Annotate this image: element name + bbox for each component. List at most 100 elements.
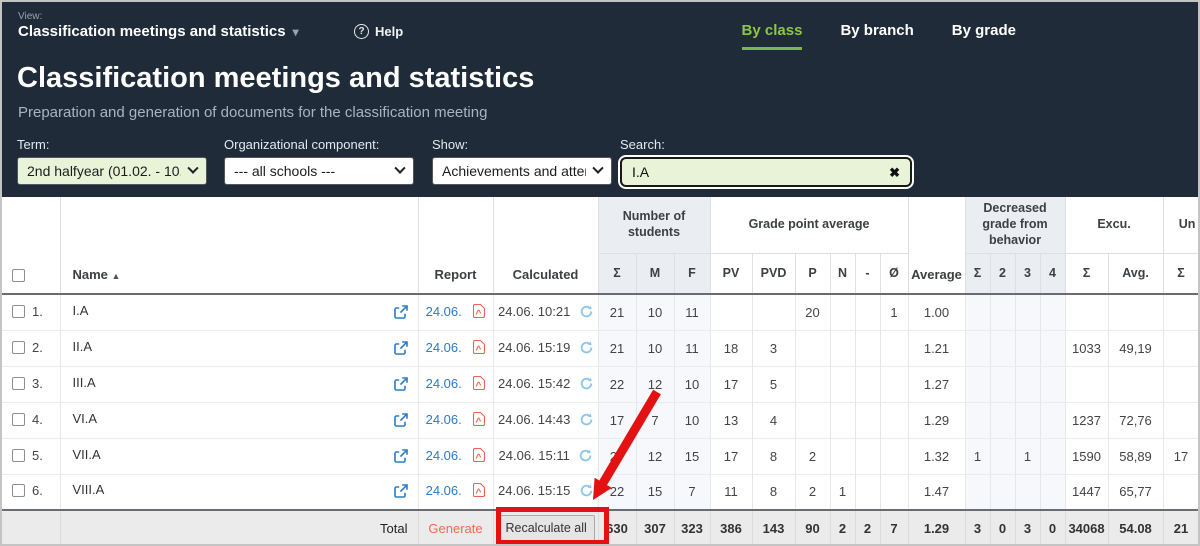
- external-link-icon[interactable]: [393, 376, 408, 394]
- table-row: 3. III.A 24.06. 24.06. 15:42: [2, 366, 1198, 403]
- clear-search-icon[interactable]: ✖: [889, 164, 900, 180]
- col-students-m: M: [636, 253, 675, 295]
- external-link-icon[interactable]: [393, 412, 408, 430]
- cell-gpa-avg-sym: [880, 474, 909, 511]
- cell-excused-sum: [1065, 366, 1109, 403]
- row-checkbox[interactable]: [12, 412, 25, 426]
- cell-decreased-3: [1015, 294, 1041, 331]
- class-name: VII.A: [72, 446, 101, 462]
- cell-gpa-dash: [855, 438, 881, 475]
- search-label: Search:: [620, 137, 665, 152]
- report-date-link[interactable]: 24.06.: [425, 303, 462, 319]
- row-checkbox[interactable]: [12, 484, 25, 498]
- refresh-icon[interactable]: [576, 305, 593, 321]
- col-decreased-2: 2: [990, 253, 1016, 295]
- report-date-link[interactable]: 24.06.: [425, 447, 462, 463]
- col-gpa-avg-sym: Ø: [880, 253, 909, 295]
- search-input[interactable]: [632, 164, 890, 180]
- refresh-icon[interactable]: [576, 484, 593, 500]
- pdf-icon[interactable]: [470, 303, 486, 321]
- classes-table: Name ▲ Report Calculated Number of stude…: [2, 197, 1198, 544]
- cell-gpa-n: [830, 294, 856, 331]
- cell-students-sum: 22: [598, 366, 637, 403]
- row-checkbox[interactable]: [12, 448, 25, 462]
- recalculate-all-button[interactable]: Recalculate all: [496, 515, 595, 541]
- tab-by-class[interactable]: By class: [741, 22, 803, 50]
- generate-button[interactable]: Generate: [428, 520, 483, 536]
- show-label: Show:: [432, 137, 469, 152]
- cell-excused-avg: [1108, 294, 1164, 331]
- chevron-down-icon: [592, 162, 604, 174]
- cell-gpa-pvd: 4: [752, 402, 796, 439]
- report-date-link[interactable]: 24.06.: [425, 483, 462, 499]
- cell-gpa-p: [795, 366, 831, 403]
- cell-decreased-sum: [965, 402, 991, 439]
- tab-by-branch[interactable]: By branch: [840, 22, 914, 39]
- calculated-time: 24.06. 15:15: [498, 483, 571, 499]
- org-component-select[interactable]: --- all schools ---: [224, 157, 414, 185]
- cell-students-f: 11: [674, 330, 711, 367]
- pdf-icon[interactable]: [470, 483, 486, 500]
- table-row: 6. VIII.A 24.06. 24.06. 15:15: [2, 474, 1198, 511]
- calculated-time: 24.06. 15:11: [498, 447, 570, 463]
- external-link-icon[interactable]: [393, 340, 408, 358]
- cell-students-m: 15: [636, 474, 675, 511]
- select-all-checkbox[interactable]: [12, 269, 25, 282]
- cell-gpa-pvd: 8: [752, 474, 796, 511]
- cell-decreased-2: [990, 438, 1016, 475]
- report-column-header: Report: [418, 197, 494, 295]
- help-button[interactable]: ? Help: [354, 24, 403, 39]
- cell-gpa-dash: [855, 330, 881, 367]
- external-link-icon[interactable]: [393, 484, 408, 501]
- cell-excused-avg: 49,19: [1108, 330, 1164, 367]
- group-header-number-of-students: Number of students: [598, 197, 711, 254]
- tab-bar: By class By branch By grade: [741, 22, 1016, 50]
- total-gpa-p: 90: [795, 509, 831, 544]
- row-checkbox[interactable]: [12, 376, 25, 390]
- external-link-icon[interactable]: [393, 448, 408, 466]
- external-link-icon[interactable]: [393, 304, 408, 322]
- calculated-time: 24.06. 15:19: [498, 339, 571, 355]
- refresh-icon[interactable]: [576, 413, 593, 429]
- cell-unexcused-sum: 17: [1163, 438, 1198, 475]
- calculated-time: 24.06. 10:21: [498, 303, 571, 319]
- report-date-link[interactable]: 24.06.: [425, 339, 462, 355]
- refresh-icon[interactable]: [576, 377, 593, 393]
- cell-decreased-4: [1040, 330, 1066, 367]
- total-excused-sum: 34068: [1065, 509, 1109, 544]
- refresh-icon[interactable]: [576, 341, 593, 357]
- row-checkbox[interactable]: [12, 340, 25, 354]
- row-index: 1.: [32, 303, 43, 319]
- cell-decreased-2: [990, 294, 1016, 331]
- total-students-m: 307: [636, 509, 675, 544]
- cell-students-f: 15: [674, 438, 711, 475]
- refresh-icon[interactable]: [576, 449, 593, 465]
- show-select[interactable]: Achievements and attend: [432, 157, 612, 185]
- pdf-icon[interactable]: [470, 375, 486, 393]
- report-date-link[interactable]: 24.06.: [425, 375, 462, 391]
- pdf-icon[interactable]: [470, 411, 486, 429]
- cell-gpa-p: [795, 330, 831, 367]
- col-unexcused-sum: Σ: [1163, 253, 1198, 295]
- cell-unexcused-sum: [1163, 330, 1198, 367]
- cell-students-m: 12: [636, 438, 675, 475]
- cell-gpa-n: 1: [830, 474, 856, 511]
- pdf-icon[interactable]: [470, 339, 486, 357]
- col-excused-sum: Σ: [1065, 253, 1109, 295]
- cell-unexcused-sum: [1163, 474, 1198, 511]
- name-column-header[interactable]: Name ▲: [60, 197, 419, 295]
- row-index: 3.: [32, 375, 43, 391]
- row-checkbox[interactable]: [12, 304, 25, 318]
- col-gpa-p: P: [795, 253, 831, 295]
- cell-gpa-n: [830, 330, 856, 367]
- pdf-icon[interactable]: [470, 447, 486, 465]
- term-select[interactable]: 2nd halfyear (01.02. - 10.0: [17, 157, 207, 185]
- view-switcher-dropdown[interactable]: Classification meetings and statistics ▾: [18, 23, 299, 40]
- tab-by-grade[interactable]: By grade: [951, 22, 1016, 39]
- cell-decreased-sum: 1: [965, 438, 991, 475]
- org-component-label: Organizational component:: [224, 137, 380, 152]
- total-decreased-3: 3: [1015, 509, 1041, 544]
- cell-gpa-avg-sym: [880, 402, 909, 439]
- cell-average: 1.47: [908, 474, 966, 511]
- report-date-link[interactable]: 24.06.: [425, 411, 462, 427]
